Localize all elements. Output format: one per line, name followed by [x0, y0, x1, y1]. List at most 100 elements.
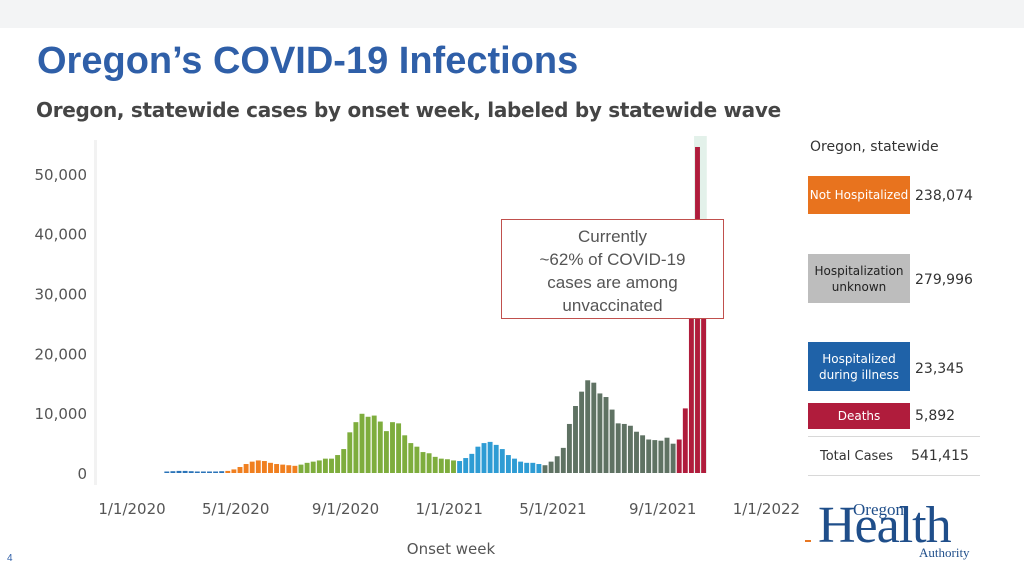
- bar-wave5: [560, 447, 566, 473]
- bar-wave5: [548, 461, 554, 473]
- y-tick-label: 50,000: [35, 166, 88, 184]
- legend-hospitalized: Hospitalized during illness: [808, 342, 910, 391]
- bar-wave3: [420, 452, 426, 473]
- bar-wave5: [566, 423, 572, 473]
- bar-wave2: [249, 461, 255, 473]
- bar-wave4: [481, 443, 487, 473]
- legend-value-deaths: 5,892: [915, 408, 956, 424]
- bar-wave4: [505, 455, 511, 473]
- top-bar: [0, 0, 1024, 28]
- bar-wave2: [286, 465, 292, 473]
- legend-deaths: Deaths: [808, 403, 910, 429]
- bar-wave3: [414, 446, 420, 473]
- logo-authority-text: Authority: [919, 545, 970, 560]
- bar-wave5: [554, 456, 560, 473]
- bar-wave1: [207, 471, 212, 473]
- x-tick-label: 1/1/2021: [416, 500, 483, 518]
- legend-divider: [808, 436, 980, 437]
- x-tick-label: 5/1/2020: [202, 500, 269, 518]
- bar-wave3: [341, 449, 347, 473]
- bar-wave3: [310, 461, 316, 473]
- bar-wave3: [396, 423, 402, 473]
- bar-wave4: [475, 446, 481, 473]
- bar-wave2: [292, 465, 298, 473]
- bar-wave3: [359, 413, 365, 473]
- bar-wave4: [457, 461, 463, 473]
- bar-wave5: [664, 437, 670, 473]
- legend-value-hospitalized: 23,345: [915, 361, 964, 377]
- page-title: Oregon’s COVID-19 Infections: [37, 40, 579, 82]
- bar-wave3: [377, 421, 383, 473]
- x-tick-label: 1/1/2022: [733, 500, 800, 518]
- y-tick-label: 20,000: [35, 345, 88, 363]
- total-cases-label: Total Cases: [820, 449, 894, 464]
- bar-wave5: [670, 443, 676, 473]
- bar-wave5: [585, 380, 591, 473]
- bar-wave4: [469, 453, 475, 473]
- bar-wave6: [688, 296, 694, 473]
- legend-label: Hospitalized during illness: [818, 351, 900, 382]
- bar-wave1: [170, 471, 176, 473]
- vaccination-callout: Currently ~62% of COVID-19 cases are amo…: [501, 219, 724, 319]
- bar-wave3: [383, 431, 389, 473]
- callout-line: Currently: [578, 227, 647, 246]
- bar-wave2: [243, 464, 249, 473]
- plot-edge: [94, 140, 97, 485]
- bar-wave6: [676, 439, 682, 473]
- bar-wave2: [261, 461, 267, 473]
- bar-wave2: [274, 464, 280, 473]
- bar-wave3: [426, 453, 432, 473]
- bar-wave5: [542, 465, 548, 473]
- bar-wave2: [237, 467, 243, 473]
- bar-wave1: [213, 471, 219, 473]
- bar-wave5: [634, 431, 639, 473]
- bar-wave5: [627, 425, 633, 473]
- bar-wave3: [304, 462, 310, 473]
- bar-wave3: [402, 435, 408, 473]
- bar-wave3: [432, 456, 438, 473]
- bar-wave1: [164, 471, 170, 473]
- bar-wave5: [640, 435, 646, 473]
- bar-wave5: [573, 406, 578, 473]
- y-tick-label: 30,000: [35, 286, 88, 304]
- x-tick-label: 9/1/2020: [312, 500, 379, 518]
- bar-wave2: [231, 469, 237, 473]
- bar-wave6: [701, 248, 707, 473]
- bar-wave3: [390, 422, 395, 473]
- bar-wave4: [493, 444, 499, 473]
- bar-wave2: [225, 470, 231, 473]
- bar-wave4: [487, 441, 493, 473]
- legend-label: Hospitalization unknown: [814, 263, 904, 294]
- bar-wave4: [530, 462, 536, 473]
- bar-wave4: [524, 462, 530, 473]
- bar-wave4: [518, 461, 524, 473]
- bar-wave4: [499, 449, 505, 473]
- bar-wave3: [335, 455, 341, 473]
- callout-line: cases are among: [547, 273, 678, 292]
- bar-wave5: [658, 440, 664, 473]
- callout-line: ~62% of COVID-19: [539, 250, 686, 269]
- bar-wave5: [579, 391, 585, 473]
- bar-wave2: [255, 460, 261, 473]
- page-number: 4: [7, 553, 13, 564]
- bar-wave3: [365, 416, 371, 473]
- bar-wave3: [322, 458, 328, 473]
- bar-wave1: [176, 470, 182, 473]
- chart-title: Oregon, statewide cases by onset week, l…: [36, 98, 781, 122]
- y-tick-label: 0: [77, 465, 87, 483]
- bar-wave4: [536, 464, 542, 473]
- bar-wave4: [463, 458, 469, 473]
- bar-wave5: [621, 423, 627, 473]
- bar-wave2: [280, 464, 286, 473]
- bar-wave3: [347, 432, 353, 473]
- legend-divider: [808, 475, 980, 476]
- bar-wave1: [182, 470, 188, 473]
- x-tick-label: 1/1/2020: [98, 500, 165, 518]
- bar-wave2: [268, 462, 273, 473]
- bar-wave5: [646, 439, 652, 473]
- bar-wave3: [298, 464, 304, 473]
- legend-not-hospitalized: Not Hospitalized: [808, 176, 910, 214]
- total-cases-value: 541,415: [911, 448, 969, 464]
- bar-wave3: [329, 458, 334, 473]
- bar-wave5: [615, 423, 621, 473]
